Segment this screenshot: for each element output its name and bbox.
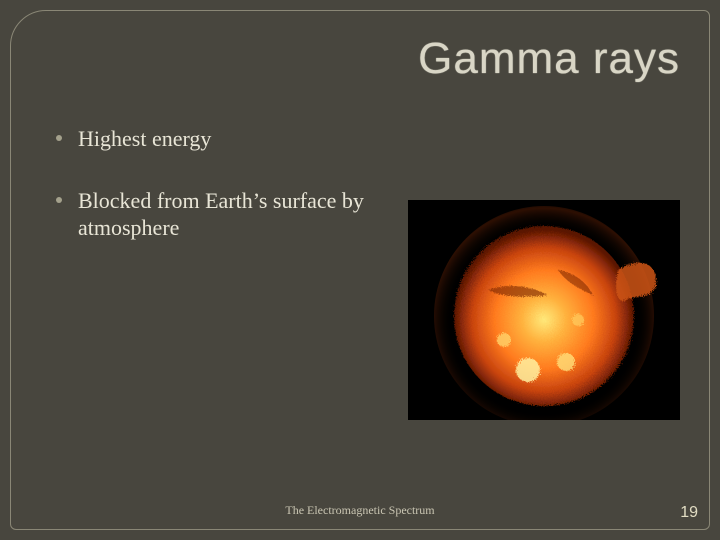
bullet-text: Blocked from Earth’s surface by atmosphe… (78, 188, 364, 241)
bullet-text: Highest energy (78, 126, 211, 151)
slide-title: Gamma rays (418, 34, 680, 84)
page-number: 19 (680, 504, 698, 522)
sun-image (408, 200, 680, 420)
bullet-item: Blocked from Earth’s surface by atmosphe… (56, 187, 386, 242)
bullet-list: Highest energy Blocked from Earth’s surf… (56, 125, 386, 276)
slide-footer: The Electromagnetic Spectrum (0, 503, 720, 518)
bullet-item: Highest energy (56, 125, 386, 153)
